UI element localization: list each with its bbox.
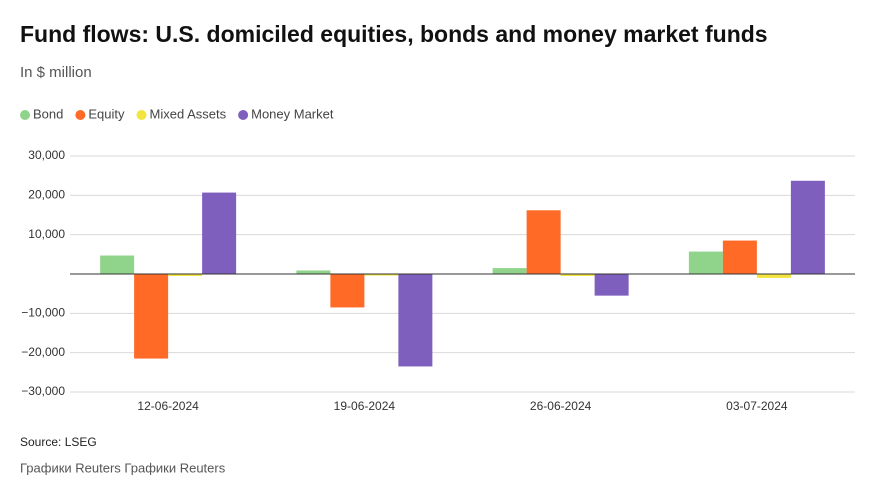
y-tick-label: −30,000: [21, 384, 65, 398]
legend-label: Bond: [33, 106, 63, 121]
bar: [790, 180, 825, 274]
chart-title: Fund flows: U.S. domiciled equities, bon…: [20, 21, 768, 47]
bar: [722, 240, 757, 274]
source: Source: LSEG: [20, 435, 97, 449]
legend-label: Equity: [88, 106, 125, 121]
bar: [100, 255, 135, 274]
bar: [202, 192, 237, 274]
bar: [364, 274, 399, 276]
chart-subtitle: In $ million: [20, 64, 92, 81]
bar: [492, 268, 527, 274]
y-tick-label: −10,000: [21, 306, 65, 320]
bar: [134, 274, 169, 359]
legend-label: Mixed Assets: [150, 106, 227, 121]
x-tick-label: 26-06-2024: [530, 399, 592, 413]
legend-swatch: [136, 110, 147, 120]
credit: Графики Reuters Графики Reuters: [20, 460, 226, 475]
bar: [594, 274, 629, 296]
bar: [688, 251, 723, 274]
y-tick-label: −20,000: [21, 345, 65, 359]
bar: [526, 210, 561, 274]
y-tick-label: 20,000: [28, 188, 65, 202]
legend-swatch: [20, 110, 30, 120]
y-tick-label: 30,000: [28, 148, 65, 162]
x-tick-label: 03-07-2024: [726, 399, 788, 413]
bar: [168, 274, 203, 276]
x-tick-label: 12-06-2024: [137, 399, 199, 413]
y-tick-label: 10,000: [28, 227, 65, 241]
bar: [296, 270, 331, 274]
bar: [560, 274, 595, 276]
bar: [398, 274, 433, 367]
bar: [330, 274, 365, 308]
x-tick-label: 19-06-2024: [334, 399, 396, 413]
legend-swatch: [238, 110, 249, 120]
legend-label: Money Market: [251, 106, 334, 121]
bar: [756, 274, 791, 278]
legend-swatch: [75, 110, 86, 120]
